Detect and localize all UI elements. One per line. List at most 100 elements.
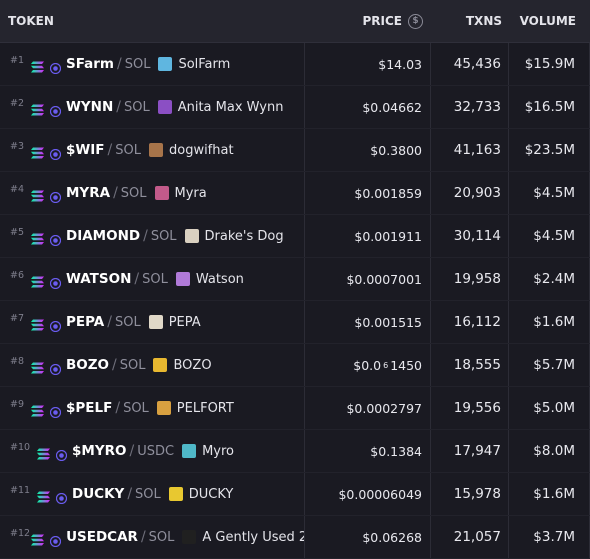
token-cell: #10 $MYRO / USDC Myro xyxy=(0,430,305,472)
token-avatar xyxy=(168,487,183,501)
rank-label: #9 xyxy=(10,398,25,410)
price-cell: $0.3800 xyxy=(305,129,431,171)
volume-cell: $5.7M xyxy=(509,344,590,386)
token-symbol: $PELF xyxy=(66,400,113,416)
volume-cell: $8.0M xyxy=(509,430,590,472)
price-cell: $0.0002797 xyxy=(305,387,431,429)
rank-label: #10 xyxy=(10,441,31,453)
table-row[interactable]: #10 $MYRO / USDC Myro $0.1384 17,947 $8.… xyxy=(0,430,590,473)
token-cell: #3 $WIF / SOL dogwifhat xyxy=(0,129,305,171)
price-value: $0.0002797 xyxy=(346,400,422,416)
txns-cell: 30,114 xyxy=(431,215,509,257)
price-cell: $14.03 xyxy=(305,43,431,85)
table-row[interactable]: #8 BOZO / SOL BOZO $0.0 6 1450 18,555 $5.7… xyxy=(0,344,590,387)
token-symbol: PEPA xyxy=(66,314,105,330)
txns-cell: 18,555 xyxy=(431,344,509,386)
dollar-circle-icon[interactable]: $ xyxy=(408,13,423,29)
volume-cell: $1.6M xyxy=(509,473,590,515)
token-name: BOZO xyxy=(173,357,212,373)
price-cell: $0.1384 xyxy=(305,430,431,472)
solana-icon xyxy=(36,445,51,460)
solana-icon xyxy=(30,101,45,116)
token-symbol: DUCKY xyxy=(72,486,125,502)
token-symbol: WYNN xyxy=(66,99,114,115)
token-symbol: USEDCAR xyxy=(66,529,138,545)
price-value: $14.03 xyxy=(378,56,422,72)
solana-icon xyxy=(30,58,45,73)
price-cell: $0.0 6 1450 xyxy=(305,344,431,386)
price-value: $0.001859 xyxy=(354,185,422,201)
token-symbol: BOZO xyxy=(66,357,110,373)
table-row[interactable]: #1 SFarm / SOL SolFarm $14.03 45,436 $15… xyxy=(0,43,590,86)
table-row[interactable]: #2 WYNN / SOL Anita Max Wynn $0.04662 32… xyxy=(0,86,590,129)
token-cell: #8 BOZO / SOL BOZO xyxy=(0,344,305,386)
price-cell: $0.0007001 xyxy=(305,258,431,300)
table-row[interactable]: #12 USEDCAR / SOL A Gently Used 2 $0.062… xyxy=(0,516,590,559)
column-header-price[interactable]: PRICE $ xyxy=(305,13,431,29)
table-row[interactable]: #6 WATSON / SOL Watson $0.0007001 19,958… xyxy=(0,258,590,301)
pair-separator: / xyxy=(127,486,133,502)
solana-icon xyxy=(30,402,45,417)
volume-cell: $4.5M xyxy=(509,172,590,214)
price-zero-count: 6 xyxy=(383,360,389,370)
txns-cell: 32,733 xyxy=(431,86,509,128)
token-avatar xyxy=(175,272,190,286)
token-cell: #7 PEPA / SOL PEPA xyxy=(0,301,305,343)
table-row[interactable]: #11 DUCKY / SOL DUCKY $0.00006049 15,978… xyxy=(0,473,590,516)
token-cell: #11 DUCKY / SOL DUCKY xyxy=(0,473,305,515)
token-avatar xyxy=(148,143,163,157)
raydium-icon xyxy=(49,188,62,203)
token-avatar xyxy=(158,57,173,71)
column-header-token[interactable]: TOKEN xyxy=(8,14,54,28)
rank-label: #8 xyxy=(10,355,25,367)
table-row[interactable]: #9 $PELF / SOL PELFORT $0.0002797 19,556… xyxy=(0,387,590,430)
token-cell: #12 USEDCAR / SOL A Gently Used 2 xyxy=(0,516,305,558)
quote-token: SOL xyxy=(114,314,141,330)
pair-separator: / xyxy=(143,228,148,244)
pair-separator: / xyxy=(116,99,121,115)
price-value: $0.001515 xyxy=(354,314,422,330)
token-avatar xyxy=(154,186,169,200)
token-cell: #9 $PELF / SOL PELFORT xyxy=(0,387,305,429)
token-avatar xyxy=(148,315,163,329)
raydium-icon xyxy=(49,102,62,117)
price-cell: $0.001911 xyxy=(305,215,431,257)
quote-token: SOL xyxy=(124,56,151,72)
column-header-txns[interactable]: TXNS xyxy=(465,14,502,28)
quote-token: SOL xyxy=(120,185,147,201)
price-value: $0.06268 xyxy=(362,529,422,545)
price-cell: $0.001515 xyxy=(305,301,431,343)
token-avatar xyxy=(153,358,168,372)
table-row[interactable]: #4 MYRA / SOL Myra $0.001859 20,903 $4.5… xyxy=(0,172,590,215)
price-value: $0.1384 xyxy=(370,443,422,459)
rank-label: #3 xyxy=(10,140,25,152)
price-value: $0.04662 xyxy=(362,99,422,115)
rank-label: #1 xyxy=(10,54,25,66)
table-row[interactable]: #5 DIAMOND / SOL Drake's Dog $0.001911 3… xyxy=(0,215,590,258)
table-row[interactable]: #3 $WIF / SOL dogwifhat $0.3800 41,163 $… xyxy=(0,129,590,172)
solana-icon xyxy=(30,531,45,546)
quote-token: SOL xyxy=(115,142,141,158)
token-name: Anita Max Wynn xyxy=(177,99,284,115)
raydium-icon xyxy=(55,446,68,461)
token-cell: #6 WATSON / SOL Watson xyxy=(0,258,305,300)
volume-cell: $2.4M xyxy=(509,258,590,300)
table-row[interactable]: #7 PEPA / SOL PEPA $0.001515 16,112 $1.6… xyxy=(0,301,590,344)
column-header-volume[interactable]: VOLUME xyxy=(519,14,576,28)
raydium-icon xyxy=(49,145,62,160)
txns-cell: 19,556 xyxy=(431,387,509,429)
solana-icon xyxy=(30,230,45,245)
pair-separator: / xyxy=(112,357,117,373)
volume-cell: $4.5M xyxy=(509,215,590,257)
txns-cell: 41,163 xyxy=(431,129,509,171)
token-name: Watson xyxy=(195,271,244,287)
txns-cell: 45,436 xyxy=(431,43,509,85)
price-cell: $0.06268 xyxy=(305,516,431,558)
token-avatar xyxy=(182,530,197,544)
raydium-icon xyxy=(49,532,62,547)
rank-label: #5 xyxy=(10,226,25,238)
token-name: SolFarm xyxy=(178,56,231,72)
pair-separator: / xyxy=(140,529,146,545)
token-symbol: SFarm xyxy=(66,56,114,72)
price-cell: $0.00006049 xyxy=(305,473,431,515)
